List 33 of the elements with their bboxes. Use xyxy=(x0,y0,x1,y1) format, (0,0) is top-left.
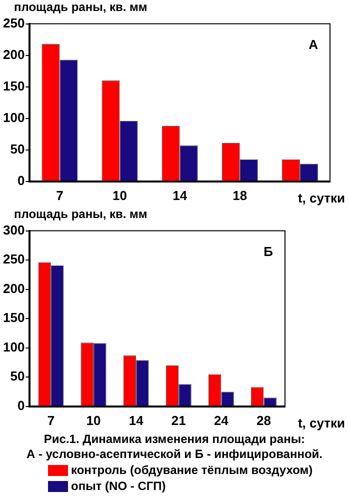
x-tick-label: 14 xyxy=(128,412,144,428)
x-tick-label: 28 xyxy=(256,412,271,428)
y-tick-label: 50 xyxy=(10,368,25,384)
text: Рис.1. Динамика изменения площади раны: xyxy=(42,432,306,447)
y-tick-label: 250 xyxy=(2,252,25,267)
y-tick-label: 200 xyxy=(2,280,25,296)
x-tick-label: 7 xyxy=(47,412,55,428)
y-tick-label: 150 xyxy=(2,78,25,94)
legend-label: опыт (NO - СГП) xyxy=(71,479,166,493)
x-tick-label: 10 xyxy=(112,188,128,203)
y-tick-label: 150 xyxy=(2,310,25,326)
annotation: А xyxy=(308,36,319,52)
y-tick-label: 250 xyxy=(2,15,25,30)
y-tick-label: 0 xyxy=(17,172,25,188)
y-tick-label: 200 xyxy=(2,46,25,62)
y-tick-label: 300 xyxy=(2,222,25,238)
y-axis-title: площадь раны, кв. мм xyxy=(13,0,148,15)
legend-label: контроль (обдувание тёплым воздухом) xyxy=(71,463,313,477)
x-tick-label: 14 xyxy=(172,188,188,203)
y-axis-title: площадь раны, кв. мм xyxy=(13,207,148,222)
x-tick-label: 24 xyxy=(214,412,230,428)
y-tick-label: 50 xyxy=(10,141,25,156)
x-tick-label: 18 xyxy=(232,188,248,203)
x-axis-title: t, сутки xyxy=(298,190,345,206)
text: А - условно-асептической и Б - инфицированной. xyxy=(25,447,324,462)
x-tick-label: 10 xyxy=(86,412,101,428)
x-tick-label: 21 xyxy=(171,412,186,428)
y-tick-label: 100 xyxy=(2,110,25,125)
y-tick-label: 100 xyxy=(2,339,25,354)
annotation: Б xyxy=(264,244,273,259)
x-axis-title: t, сутки xyxy=(298,415,345,430)
x-tick-label: 7 xyxy=(56,188,64,203)
y-tick-label: 0 xyxy=(17,398,25,413)
